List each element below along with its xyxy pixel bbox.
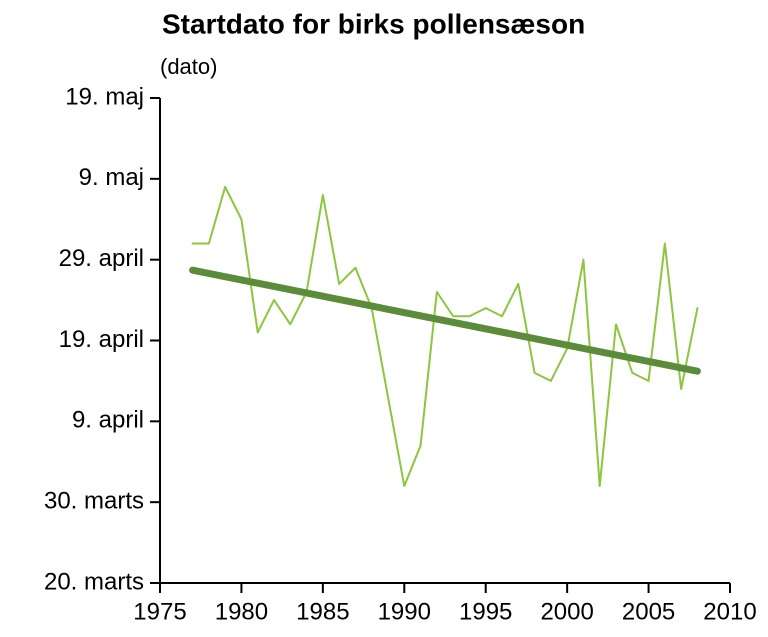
y-tick-label: 19. maj bbox=[65, 83, 144, 110]
y-tick-label: 20. marts bbox=[44, 568, 144, 595]
line-series bbox=[189, 266, 701, 375]
x-tick-label: 1990 bbox=[378, 598, 431, 625]
y-tick-label: 30. marts bbox=[44, 488, 144, 515]
line-series bbox=[191, 185, 699, 487]
x-tick-label: 1985 bbox=[296, 598, 349, 625]
chart-subtitle: (dato) bbox=[160, 54, 217, 79]
x-tick-label: 1980 bbox=[215, 598, 268, 625]
y-tick-label: 9. maj bbox=[79, 164, 144, 191]
x-tick-label: 1995 bbox=[459, 598, 512, 625]
x-tick-label: 1975 bbox=[133, 598, 186, 625]
y-tick-label: 29. april bbox=[59, 245, 144, 272]
x-tick-label: 2005 bbox=[622, 598, 675, 625]
x-tick-label: 2000 bbox=[540, 598, 593, 625]
y-tick-label: 19. april bbox=[59, 326, 144, 353]
chart-title: Startdato for birks pollensæson bbox=[162, 8, 585, 39]
x-tick-label: 2010 bbox=[703, 598, 756, 625]
y-tick-label: 9. april bbox=[72, 407, 144, 434]
